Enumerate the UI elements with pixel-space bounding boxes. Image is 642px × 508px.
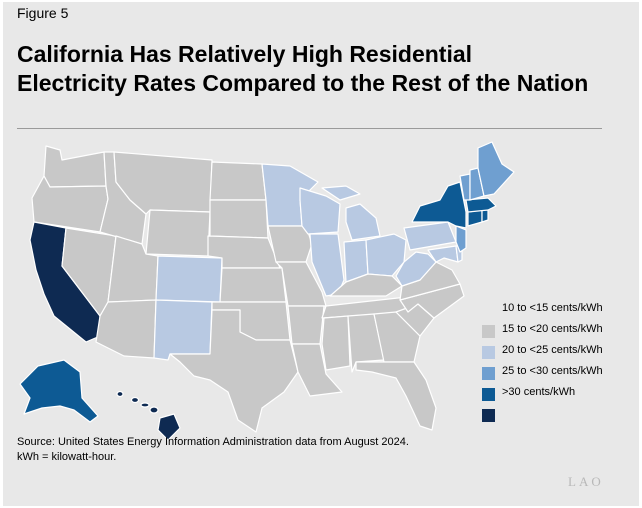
state-west-virginia xyxy=(395,251,437,287)
state-new-york xyxy=(411,181,467,229)
state-new-jersey xyxy=(455,225,467,253)
state-kentucky xyxy=(329,273,403,297)
state-mississippi xyxy=(321,315,351,371)
title-line-2: Electricity Rates Compared to the Rest o… xyxy=(17,70,589,96)
legend-swatch xyxy=(482,409,495,422)
kwh-note: kWh = kilowatt-hour. xyxy=(17,451,117,463)
state-michigan xyxy=(321,185,381,241)
figure-title: California Has Relatively High Residenti… xyxy=(17,40,627,98)
legend-label: 15 to <20 cents/kWh xyxy=(502,323,603,335)
state-massachusetts xyxy=(465,197,497,213)
hawaii-oahu xyxy=(130,396,140,404)
state-rhode-island xyxy=(481,209,489,223)
state-kansas xyxy=(219,267,287,303)
legend-label: >30 cents/kWh xyxy=(502,386,576,398)
state-wisconsin xyxy=(299,187,341,235)
state-maine xyxy=(477,141,515,197)
hawaii-molokai xyxy=(140,402,150,408)
state-pennsylvania xyxy=(403,221,457,251)
state-alabama xyxy=(347,313,385,373)
state-louisiana xyxy=(291,343,343,397)
legend-swatch xyxy=(482,388,495,401)
title-line-1: California Has Relatively High Residenti… xyxy=(17,41,473,67)
hawaii-maui xyxy=(149,406,159,414)
state-iowa xyxy=(267,225,313,263)
state-new-mexico xyxy=(153,299,213,361)
hawaii-kauai xyxy=(116,390,124,398)
state-north-dakota xyxy=(209,161,267,201)
legend-swatch xyxy=(482,325,495,338)
state-wyoming xyxy=(145,209,211,257)
legend-label: 10 to <15 cents/kWh xyxy=(502,302,603,314)
legend-label: 25 to <30 cents/kWh xyxy=(502,365,603,377)
state-hawaii xyxy=(116,390,181,441)
state-washington xyxy=(43,145,107,188)
state-south-dakota xyxy=(209,199,269,239)
state-florida xyxy=(355,361,437,431)
source-line: Source: United States Energy Information… xyxy=(17,436,409,448)
source-note: Source: United States Energy Information… xyxy=(17,435,409,465)
lao-logo: LAO xyxy=(568,474,604,489)
title-divider xyxy=(17,128,602,129)
state-alaska xyxy=(19,359,99,423)
legend-label: 20 to <25 cents/kWh xyxy=(502,344,603,356)
legend-swatch xyxy=(482,346,495,359)
state-connecticut xyxy=(467,209,483,227)
hawaii-big-island xyxy=(157,413,181,441)
state-colorado xyxy=(155,255,223,303)
state-arkansas xyxy=(287,305,325,345)
legend-swatch xyxy=(482,367,495,380)
state-arizona xyxy=(95,299,157,359)
state-texas xyxy=(169,309,299,433)
figure-label: Figure 5 xyxy=(17,5,69,21)
state-maryland xyxy=(427,245,459,263)
